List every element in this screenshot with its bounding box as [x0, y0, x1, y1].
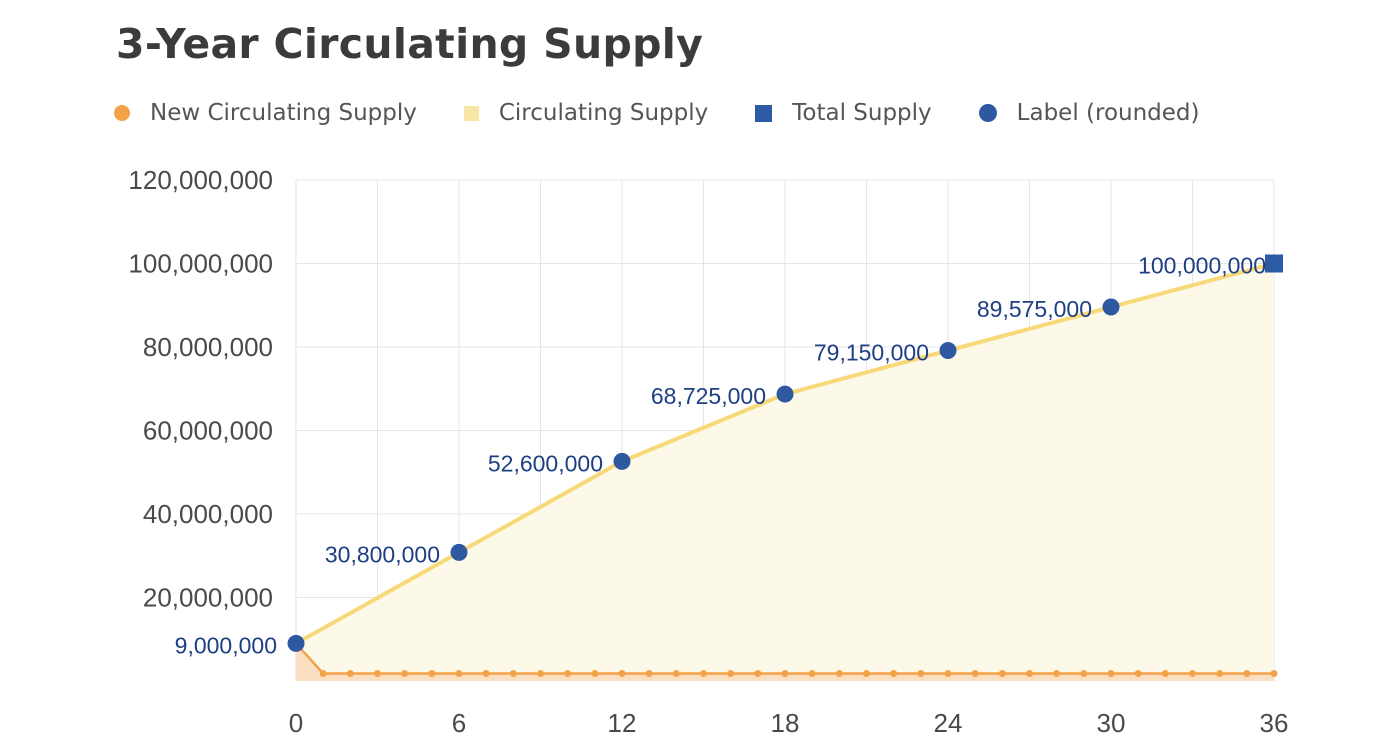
new-supply-point[interactable] [998, 669, 1006, 677]
x-tick-label: 6 [452, 708, 466, 738]
new-supply-point[interactable] [645, 669, 653, 677]
y-tick-label: 60,000,000 [143, 416, 273, 446]
label-point[interactable] [450, 543, 468, 561]
new-supply-point[interactable] [917, 669, 925, 677]
data-label: 30,800,000 [325, 541, 440, 567]
chart-title: 3-Year Circulating Supply [116, 20, 704, 68]
new-supply-point[interactable] [1134, 669, 1142, 677]
legend-label: Label (rounded) [1016, 100, 1200, 126]
new-supply-point[interactable] [727, 669, 735, 677]
label-point[interactable] [287, 634, 305, 652]
legend-label: New Circulating Supply [150, 100, 417, 126]
new-supply-point[interactable] [1216, 669, 1224, 677]
new-supply-point[interactable] [672, 669, 680, 677]
data-label: 52,600,000 [488, 450, 603, 476]
new-supply-point[interactable] [374, 669, 381, 677]
series-points [287, 254, 1283, 677]
new-supply-point[interactable] [1270, 669, 1278, 677]
new-supply-point[interactable] [618, 669, 626, 677]
legend-circle-marker-icon [978, 104, 997, 122]
new-supply-point[interactable] [401, 669, 409, 677]
x-tick-label: 18 [771, 708, 800, 738]
new-supply-point[interactable] [835, 669, 843, 677]
y-tick-label: 20,000,000 [143, 583, 273, 613]
new-supply-point[interactable] [944, 669, 952, 677]
y-tick-label: 40,000,000 [143, 499, 273, 529]
new-supply-point[interactable] [1080, 669, 1088, 677]
legend-item-new-circulating-supply[interactable]: New Circulating Supply [114, 100, 417, 126]
new-supply-point[interactable] [808, 669, 816, 677]
data-label: 79,150,000 [814, 340, 929, 366]
legend-item-label-rounded[interactable]: Label (rounded) [978, 100, 1200, 126]
x-tick-label: 0 [289, 708, 303, 738]
new-supply-point[interactable] [428, 669, 436, 677]
new-supply-point[interactable] [1161, 669, 1169, 677]
new-supply-point[interactable] [346, 669, 354, 677]
new-supply-point[interactable] [509, 669, 517, 677]
label-point[interactable] [1102, 298, 1120, 316]
circulating-supply-area [296, 263, 1274, 681]
new-supply-point[interactable] [700, 669, 707, 677]
x-tick-label: 30 [1097, 708, 1126, 738]
new-supply-point[interactable] [1243, 669, 1251, 677]
new-supply-point[interactable] [319, 669, 327, 677]
new-supply-point[interactable] [1053, 669, 1061, 677]
legend-label: Total Supply [792, 100, 932, 126]
y-tick-label: 100,000,000 [128, 249, 273, 279]
legend-square-marker-icon [755, 104, 773, 122]
x-tick-label: 36 [1260, 708, 1289, 738]
new-supply-point[interactable] [455, 669, 463, 677]
legend-label: Circulating Supply [498, 100, 709, 126]
new-supply-point[interactable] [1189, 669, 1196, 677]
data-labels: 9,000,000 30,800,000 52,600,000 68,725,000 7… [175, 253, 1266, 659]
label-point[interactable] [613, 452, 631, 470]
legend-circle-marker-icon [114, 105, 130, 121]
new-supply-point[interactable] [971, 669, 979, 677]
data-label: 68,725,000 [651, 383, 766, 409]
legend-square-marker-icon [463, 105, 479, 121]
new-supply-point[interactable] [754, 669, 762, 677]
y-tick-label: 120,000,000 [128, 165, 273, 195]
total-supply-label: 100,000,000 [1138, 253, 1266, 279]
new-supply-point[interactable] [537, 669, 544, 677]
data-label: 9,000,000 [175, 632, 277, 658]
total-supply-marker[interactable] [1265, 254, 1283, 273]
chart-legend: New Circulating Supply Circulating Suppl… [114, 100, 1200, 126]
new-supply-point[interactable] [564, 669, 572, 677]
x-tick-label: 24 [934, 708, 963, 738]
new-supply-point[interactable] [863, 669, 870, 677]
new-supply-point[interactable] [1026, 669, 1033, 677]
data-label: 89,575,000 [977, 296, 1092, 322]
y-tick-label: 80,000,000 [143, 332, 273, 362]
legend-item-total-supply[interactable]: Total Supply [755, 100, 932, 126]
new-supply-point[interactable] [890, 669, 898, 677]
label-point[interactable] [776, 385, 794, 403]
x-tick-label: 12 [608, 708, 637, 738]
new-supply-point[interactable] [591, 669, 599, 677]
new-supply-point[interactable] [781, 669, 789, 677]
new-supply-point[interactable] [1107, 669, 1115, 677]
label-point[interactable] [939, 342, 957, 360]
axis-tick-labels: 20,000,000 40,000,000 60,000,000 80,000,000… [128, 165, 1288, 738]
legend-item-circulating-supply[interactable]: Circulating Supply [463, 100, 709, 126]
new-supply-point[interactable] [482, 669, 490, 677]
